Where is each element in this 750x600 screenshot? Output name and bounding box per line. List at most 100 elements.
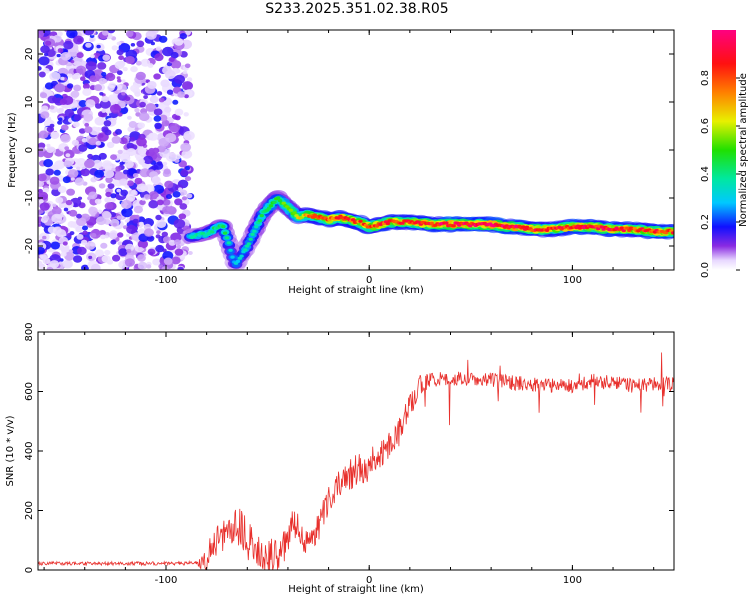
spectrogram-noise-speckle <box>77 196 83 200</box>
spectrogram-noise-speckle <box>46 126 55 133</box>
spectrogram-y-ticks: -20 -10 0 10 20 <box>24 48 674 254</box>
spectrogram-noise-speckle <box>129 136 136 142</box>
spectrogram-noise-speckle <box>51 213 63 223</box>
spectrogram-noise-speckle <box>99 92 104 96</box>
spectrogram-noise-speckle <box>153 115 162 122</box>
spectrogram-noise-speckle <box>170 51 179 59</box>
spectrogram-noise-speckle <box>80 76 86 82</box>
spectrogram-noise-speckle <box>45 168 54 176</box>
spectrogram-ridge-blob <box>248 237 253 241</box>
spectrogram-noise-speckle <box>97 62 107 70</box>
spectrogram-noise-speckle <box>78 100 88 108</box>
spectrogram-ridge-blob <box>243 248 248 252</box>
spectrogram-noise-speckle <box>160 79 170 88</box>
snr-y-tick-label: 800 <box>24 322 35 341</box>
spectrogram-noise-speckle <box>171 256 181 265</box>
spectrogram-noise-speckle <box>134 91 141 97</box>
spectrogram-noise-speckle <box>40 45 50 54</box>
spectrogram-noise-speckle <box>121 91 126 96</box>
colorbar-ticks: 0.0 0.2 0.4 0.6 0.8 <box>700 70 740 278</box>
spectrogram-noise-speckle <box>143 228 154 237</box>
spectrogram-noise-speckle <box>153 73 161 80</box>
spectrogram-noise-speckle <box>82 225 88 231</box>
spectrogram-noise-speckle <box>162 251 174 261</box>
spectrogram-noise-speckle <box>125 233 130 237</box>
spectrogram-noise-speckle <box>95 141 102 146</box>
spectrogram-noise-speckle <box>128 121 138 128</box>
spectrogram-noise-speckle <box>109 232 118 240</box>
spectrogram-noise-speckle <box>57 48 64 53</box>
spectrogram-noise-speckle <box>110 197 116 203</box>
spectrogram-noise-speckle <box>82 230 88 236</box>
spectrogram-noise-speckle <box>83 113 94 122</box>
spectrogram-noise-speckle <box>134 127 139 132</box>
spectrogram-noise-speckle <box>140 185 147 191</box>
spectrogram-noise-speckle <box>60 251 67 257</box>
spectrogram-noise-speckle <box>38 56 50 66</box>
spectrogram-noise-speckle <box>118 100 126 108</box>
spectrogram-noise-speckle <box>134 214 140 219</box>
spectrogram-noise-speckle <box>60 76 65 81</box>
spectrogram-noise-speckle <box>145 30 157 40</box>
spectrogram-noise-speckle <box>46 266 54 270</box>
spectrogram-noise-speckle <box>55 197 64 204</box>
snr-y-tick-label: 200 <box>24 501 35 520</box>
spectrogram-noise-speckle <box>100 242 108 249</box>
spectrogram-noise-speckle <box>164 180 174 189</box>
spectrogram-noise-speckle <box>111 45 119 51</box>
spectrogram-noise-speckle <box>103 169 115 179</box>
spectrogram-noise-speckle <box>101 95 109 103</box>
spectrogram-noise-speckle <box>88 206 98 215</box>
spectrogram-noise-speckle <box>155 214 162 221</box>
spectrogram-noise-speckle <box>138 158 146 165</box>
spectrogram-noise-speckle <box>146 264 152 269</box>
spectrogram-noise-speckle <box>137 147 147 155</box>
spectrogram-ridge-blob <box>239 254 244 258</box>
spectrogram-ridge-blob <box>619 226 625 230</box>
spectrogram-noise-speckle <box>179 33 187 40</box>
spectrogram-noise-speckle <box>84 122 90 127</box>
spectrogram-noise-speckle <box>126 180 134 187</box>
spectrogram-noise-speckle <box>126 194 136 202</box>
colorbar: 0.0 0.2 0.4 0.6 0.8 Normalized spectral ampl… <box>700 30 749 278</box>
spectrogram-noise-speckle <box>117 78 122 83</box>
spectrogram-noise-speckle <box>148 133 155 138</box>
spectrogram-noise-speckle <box>177 91 186 98</box>
spectrogram-noise-speckle <box>38 191 49 201</box>
spectrogram-noise-speckle <box>64 146 70 151</box>
spectrogram-noise-speckle <box>176 244 182 249</box>
spectrogram-noise-speckle <box>73 84 82 92</box>
spectrogram-noise-speckle <box>76 217 87 227</box>
spectrogram-noise-speckle <box>117 149 123 155</box>
spectrogram-ridge-blob <box>276 196 281 200</box>
spectrogram-noise-speckle <box>153 108 163 116</box>
spectrogram-noise-speckle <box>62 95 74 105</box>
spectrogram-ridge-blob <box>250 232 255 236</box>
spectrogram-noise-speckle <box>38 130 49 139</box>
spectrogram-noise-speckle <box>91 263 101 270</box>
spectrogram-noise-speckle <box>105 176 113 183</box>
spectrogram-noise-speckle <box>143 95 149 99</box>
spectrogram-noise-speckle <box>126 148 136 157</box>
snr-x-tick-label: 0 <box>366 575 372 586</box>
spectrogram-noise-speckle <box>137 239 148 249</box>
spectrogram-noise-speckle <box>62 176 71 184</box>
spectrogram-noise-speckle <box>104 235 109 239</box>
spectrogram-noise-speckle <box>94 198 102 205</box>
spectrogram-noise-speckle <box>161 266 169 270</box>
spectrogram-noise-speckle <box>155 244 165 253</box>
spectrogram-noise-speckle <box>50 241 60 250</box>
spectrogram-noise-speckle <box>120 189 128 196</box>
spectrogram-noise-speckle <box>174 248 184 256</box>
spectrogram-noise-speckle <box>99 111 108 118</box>
spectrogram-noise-speckle <box>186 193 193 199</box>
spectrogram-noise-speckle <box>161 231 168 237</box>
spectrogram-noise-speckle <box>149 95 159 104</box>
spectrogram-ridge-blob <box>228 248 233 252</box>
spectrogram-noise-speckle <box>172 191 181 198</box>
spectrogram-noise-speckle <box>132 173 139 178</box>
colorbar-tick-label: 0.2 <box>700 214 711 230</box>
colorbar-gradient <box>712 30 736 270</box>
spectrogram-ridge-blob <box>221 225 226 229</box>
spectrogram-noise-speckle <box>99 99 111 109</box>
